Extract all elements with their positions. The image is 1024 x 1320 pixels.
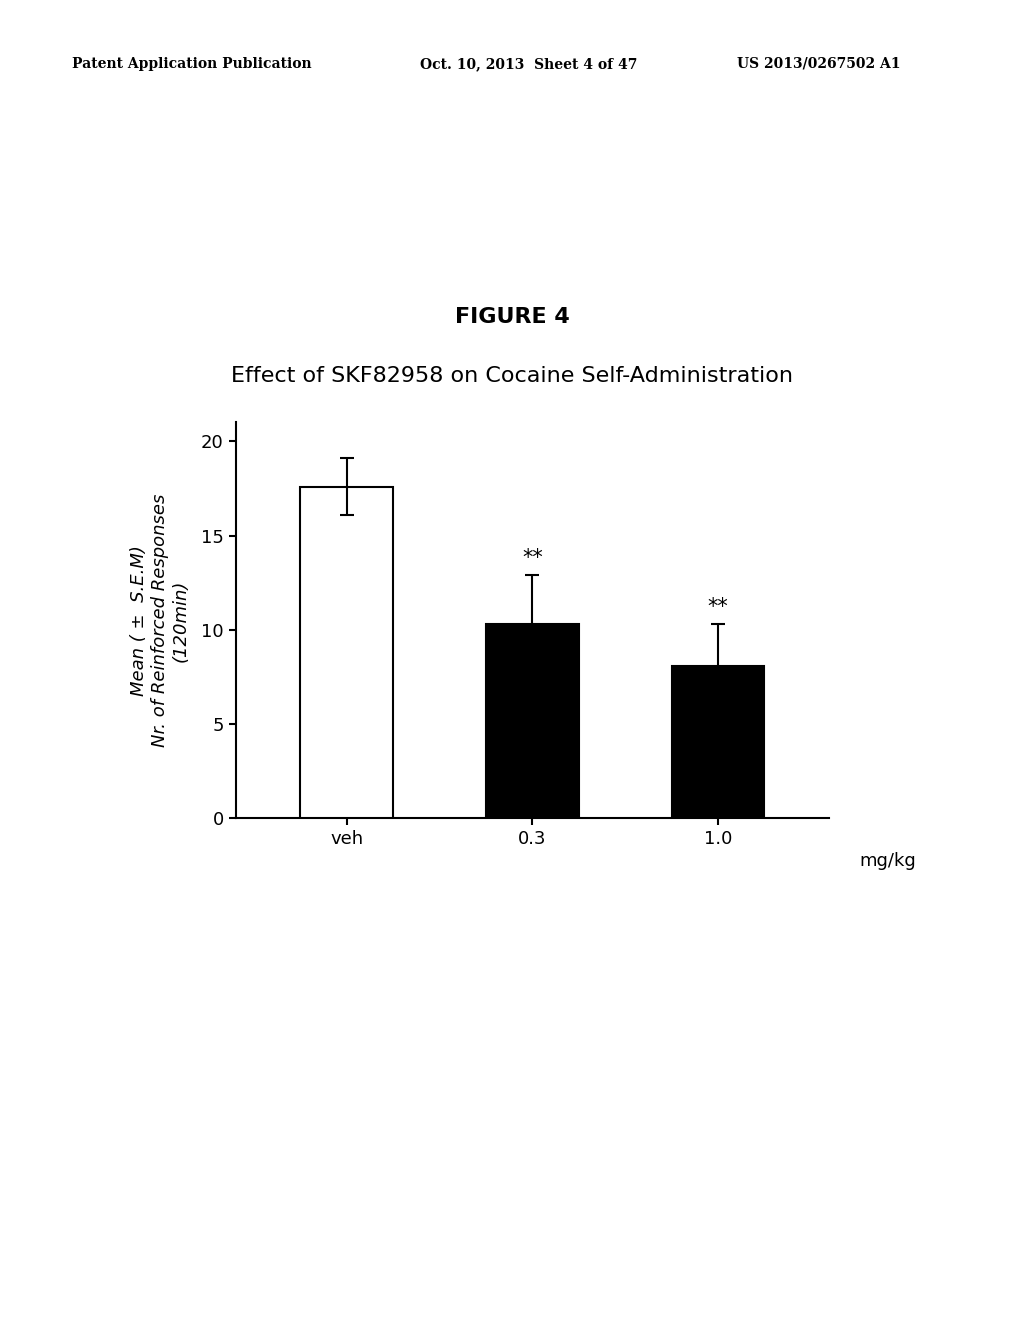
Text: Effect of SKF82958 on Cocaine Self-Administration: Effect of SKF82958 on Cocaine Self-Admin… <box>231 366 793 387</box>
Bar <box>300 487 393 818</box>
Y-axis label: Mean ( ±  S.E.M)
Nr. of Reinforced Responses
(120min): Mean ( ± S.E.M) Nr. of Reinforced Respon… <box>130 494 189 747</box>
Text: mg/kg: mg/kg <box>859 853 915 870</box>
Text: Patent Application Publication: Patent Application Publication <box>72 57 311 71</box>
Text: Oct. 10, 2013  Sheet 4 of 47: Oct. 10, 2013 Sheet 4 of 47 <box>420 57 637 71</box>
Text: FIGURE 4: FIGURE 4 <box>455 306 569 327</box>
Bar <box>672 665 765 818</box>
Text: US 2013/0267502 A1: US 2013/0267502 A1 <box>737 57 901 71</box>
Bar <box>486 624 579 818</box>
Text: **: ** <box>522 548 543 568</box>
Text: **: ** <box>708 597 728 616</box>
